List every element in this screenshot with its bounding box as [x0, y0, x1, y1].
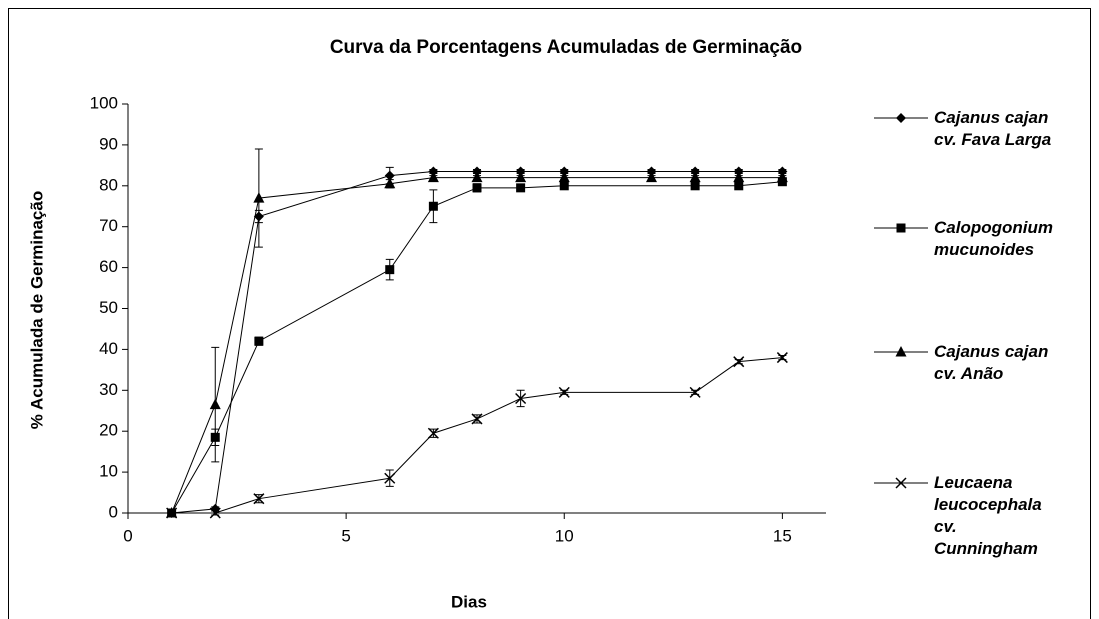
marker	[515, 392, 527, 405]
marker	[895, 477, 907, 489]
marker	[776, 171, 788, 183]
marker	[777, 166, 788, 177]
y-tick-label: 0	[109, 502, 118, 521]
y-tick-label: 20	[99, 421, 118, 440]
marker	[471, 413, 483, 425]
y-tick-label: 90	[99, 134, 118, 153]
marker	[689, 171, 701, 183]
x-tick-label: 10	[555, 526, 574, 545]
x-tick-label: 15	[773, 526, 792, 545]
y-tick-label: 60	[99, 257, 118, 276]
marker	[472, 166, 482, 177]
y-tick-label: 50	[99, 298, 118, 317]
series-line	[171, 170, 783, 514]
marker	[558, 171, 570, 183]
x-tick-label: 0	[123, 526, 132, 545]
marker	[253, 192, 265, 203]
marker	[646, 166, 657, 177]
marker	[427, 171, 439, 183]
marker	[254, 336, 264, 346]
y-tick-label: 40	[99, 339, 118, 358]
marker	[690, 166, 701, 177]
marker	[428, 166, 439, 177]
marker	[558, 386, 570, 398]
marker	[895, 346, 907, 357]
marker	[166, 507, 178, 519]
y-axis-label: % Acumulada de Germinação	[27, 191, 46, 429]
y-tick-label: 10	[99, 462, 118, 481]
marker	[733, 356, 745, 368]
marker	[427, 427, 439, 439]
legend-label: Calopogonium mucunoides	[934, 218, 1053, 259]
frame	[8, 8, 1091, 619]
chart-title: Curva da Porcentagens Acumuladas de Germ…	[330, 37, 802, 58]
marker	[896, 223, 906, 233]
series-line	[171, 181, 783, 514]
marker	[690, 181, 700, 191]
marker	[384, 472, 396, 484]
legend-label: Cajanus cajan cv. Fava Larga	[934, 108, 1052, 149]
y-tick-label: 80	[99, 175, 118, 194]
x-tick-label: 5	[341, 526, 350, 545]
marker	[428, 201, 438, 211]
marker	[896, 113, 906, 123]
y-tick-label: 70	[99, 216, 118, 235]
marker	[253, 493, 265, 505]
series-line	[171, 177, 783, 514]
marker	[559, 166, 570, 177]
marker	[559, 181, 569, 191]
marker	[384, 170, 395, 181]
marker	[689, 386, 701, 398]
marker	[734, 181, 744, 191]
marker	[209, 507, 221, 519]
marker	[385, 265, 395, 275]
marker	[515, 166, 526, 177]
marker	[733, 166, 744, 177]
marker	[209, 398, 221, 410]
x-axis-label: Dias	[451, 592, 487, 611]
legend-label: Cajanus cajan cv. Anão	[934, 342, 1049, 383]
marker	[472, 183, 482, 193]
marker	[516, 183, 526, 193]
legend-label: Leucaena leucocephala cv. Cunningham	[934, 473, 1042, 558]
y-tick-label: 100	[90, 93, 118, 112]
marker	[471, 171, 483, 183]
marker	[384, 177, 396, 189]
marker	[776, 352, 788, 364]
series-line	[171, 357, 783, 514]
marker	[733, 171, 745, 183]
marker	[646, 171, 657, 183]
marker	[515, 171, 527, 183]
y-tick-label: 30	[99, 380, 118, 399]
